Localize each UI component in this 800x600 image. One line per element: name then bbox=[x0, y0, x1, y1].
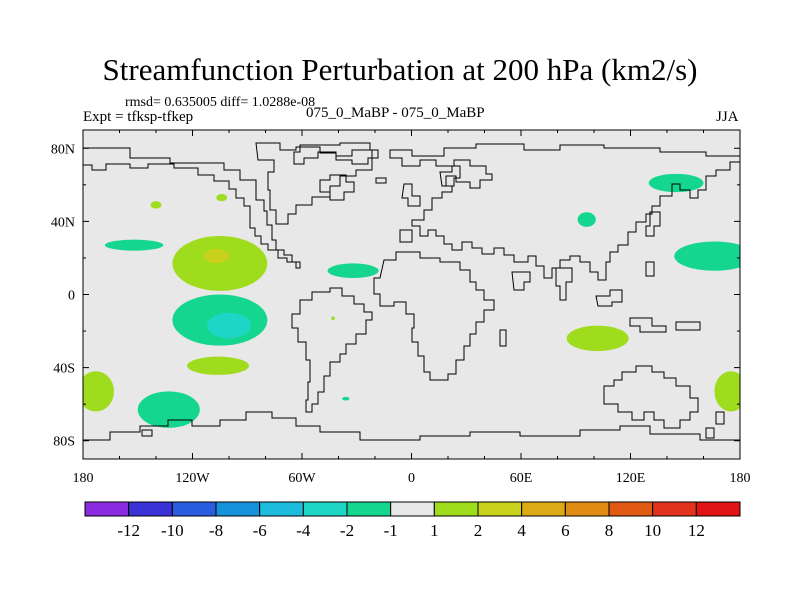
coastline-philippines bbox=[645, 261, 655, 277]
x-tick-label-5: 120E bbox=[616, 471, 646, 486]
colorbar-swatch-6 bbox=[346, 501, 392, 517]
contour-blob-3 bbox=[172, 236, 268, 291]
y-axis: 80N 40N 0 40S 80S bbox=[51, 142, 740, 450]
colorbar: -12 -10 -8 -6 -4 -2 -1 1 2 4 6 8 10 12 bbox=[84, 501, 741, 540]
x-axis: 180 120W 60W 0 60E 120E 180 bbox=[73, 130, 751, 486]
colorbar-label-11: 8 bbox=[605, 521, 614, 540]
contour-blob-14 bbox=[648, 173, 704, 193]
y-tick-label-4: 80S bbox=[53, 435, 75, 450]
coastline-spain bbox=[399, 229, 413, 243]
coastline-south-america bbox=[291, 287, 373, 413]
experiment-label: Expt = tfksp-tfkep bbox=[83, 109, 194, 125]
contour-fills bbox=[83, 173, 740, 428]
coastline-north-america bbox=[83, 147, 301, 269]
x-tick-label-6: 180 bbox=[730, 471, 751, 486]
contour-blob-8 bbox=[187, 356, 250, 375]
colorbar-label-0: -12 bbox=[117, 521, 140, 540]
coastline-arctic-canada bbox=[255, 142, 373, 225]
x-tick-label-4: 60E bbox=[510, 471, 533, 486]
colorbar-swatch-3 bbox=[215, 501, 261, 517]
colorbar-swatch-0 bbox=[84, 501, 130, 517]
contour-blob-7 bbox=[207, 312, 251, 339]
colorbar-label-6: -1 bbox=[384, 521, 398, 540]
colorbar-label-12: 10 bbox=[644, 521, 661, 540]
contour-blob-17 bbox=[714, 371, 740, 412]
colorbar-label-1: -10 bbox=[161, 521, 184, 540]
y-tick-label-3: 40S bbox=[53, 362, 75, 377]
coastline-antarctic-peninsula bbox=[141, 429, 153, 437]
contour-blob-4 bbox=[203, 248, 230, 264]
colorbar-label-5: -2 bbox=[340, 521, 354, 540]
contour-blob-13 bbox=[577, 212, 596, 227]
x-tick-label-0: 180 bbox=[73, 471, 94, 486]
contour-blob-16 bbox=[566, 325, 629, 352]
coastline-eurasia bbox=[389, 143, 740, 281]
x-tick-label-2: 60W bbox=[288, 471, 316, 486]
coastline-australia bbox=[603, 365, 699, 429]
colorbar-label-3: -6 bbox=[253, 521, 267, 540]
contour-blob-15 bbox=[674, 241, 740, 271]
season-label: JJA bbox=[716, 109, 739, 125]
colorbar-swatch-13 bbox=[652, 501, 697, 517]
contour-blob-5 bbox=[327, 263, 379, 279]
coastline-indonesia bbox=[629, 317, 667, 333]
contour-blob-9 bbox=[83, 371, 115, 412]
colorbar-swatch-12 bbox=[608, 501, 654, 517]
colorbar-swatch-4 bbox=[259, 501, 304, 517]
contour-blob-12 bbox=[331, 316, 335, 321]
coastline-africa bbox=[373, 251, 495, 381]
y-tick-label-1: 40N bbox=[51, 215, 75, 230]
colorbar-label-4: -4 bbox=[296, 521, 311, 540]
contour-blob-10 bbox=[137, 391, 200, 428]
coastline-scandinavia bbox=[439, 165, 461, 187]
coastline-new-guinea bbox=[675, 321, 701, 331]
colorbar-swatch-5 bbox=[302, 501, 348, 517]
coastline-hudson-bay bbox=[319, 174, 355, 201]
colorbar-swatch-14 bbox=[695, 501, 741, 517]
x-tick-label-1: 120W bbox=[175, 471, 210, 486]
coastline-iceland bbox=[375, 177, 387, 184]
y-tick-label-0: 80N bbox=[51, 142, 75, 157]
colorbar-label-7: 1 bbox=[430, 521, 439, 540]
coastline-japan bbox=[645, 211, 661, 237]
contour-blob-11 bbox=[342, 396, 350, 401]
coastline-greenland bbox=[293, 142, 379, 165]
coastlines bbox=[83, 142, 740, 441]
coastline-southeast-asia bbox=[595, 289, 623, 307]
colorbar-swatch-9 bbox=[477, 501, 523, 517]
coastline-antarctica bbox=[83, 411, 740, 441]
colorbar-label-13: 12 bbox=[688, 521, 705, 540]
colorbar-label-2: -8 bbox=[209, 521, 223, 540]
coastline-britain bbox=[401, 183, 421, 207]
case-label: 075_0_MaBP - 075_0_MaBP bbox=[306, 105, 485, 121]
y-tick-label-2: 0 bbox=[68, 289, 75, 304]
x-tick-label-3: 0 bbox=[408, 471, 415, 486]
stats-label: rmsd= 0.635005 diff= 1.0288e-08 bbox=[125, 95, 316, 110]
colorbar-swatch-10 bbox=[521, 501, 566, 517]
coastline-arabia-india bbox=[511, 267, 573, 301]
colorbar-swatch-8 bbox=[433, 501, 479, 517]
colorbar-swatch-7 bbox=[390, 501, 435, 517]
coastline-new-zealand bbox=[705, 411, 725, 439]
colorbar-swatch-11 bbox=[564, 501, 610, 517]
colorbar-label-9: 4 bbox=[517, 521, 526, 540]
colorbar-swatch-2 bbox=[171, 501, 217, 517]
colorbar-label-8: 2 bbox=[474, 521, 483, 540]
colorbar-label-10: 6 bbox=[561, 521, 570, 540]
colorbar-swatch-1 bbox=[128, 501, 173, 517]
chart-title: Streamfunction Perturbation at 200 hPa (… bbox=[102, 52, 698, 87]
contour-blob-2 bbox=[216, 193, 228, 202]
coastline-madagascar bbox=[499, 329, 507, 347]
contour-blob-0 bbox=[104, 239, 164, 251]
contour-blob-1 bbox=[150, 201, 162, 209]
